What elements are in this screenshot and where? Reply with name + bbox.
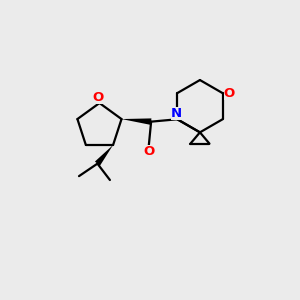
Text: O: O: [224, 87, 235, 100]
Text: N: N: [171, 107, 182, 120]
Text: O: O: [143, 145, 154, 158]
Text: O: O: [92, 92, 104, 104]
Polygon shape: [122, 118, 152, 125]
Polygon shape: [95, 145, 113, 166]
